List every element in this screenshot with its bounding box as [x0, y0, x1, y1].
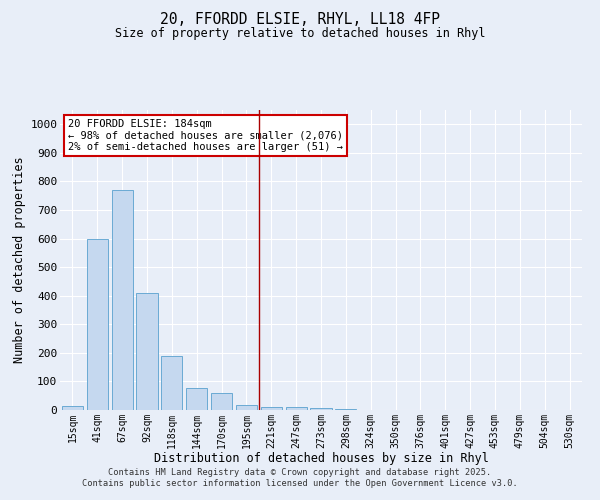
Bar [211, 393, 232, 410]
Bar [310, 408, 332, 410]
Bar [186, 388, 207, 410]
Text: 20, FFORDD ELSIE, RHYL, LL18 4FP: 20, FFORDD ELSIE, RHYL, LL18 4FP [160, 12, 440, 28]
Bar [87, 238, 108, 410]
Bar [286, 407, 307, 410]
Bar [112, 190, 133, 410]
Bar [261, 406, 282, 410]
Y-axis label: Number of detached properties: Number of detached properties [13, 156, 26, 364]
X-axis label: Distribution of detached houses by size in Rhyl: Distribution of detached houses by size … [154, 452, 488, 465]
Bar [335, 408, 356, 410]
Bar [161, 356, 182, 410]
Text: 20 FFORDD ELSIE: 184sqm
← 98% of detached houses are smaller (2,076)
2% of semi-: 20 FFORDD ELSIE: 184sqm ← 98% of detache… [68, 119, 343, 152]
Bar [236, 405, 257, 410]
Bar [62, 406, 83, 410]
Bar [136, 293, 158, 410]
Text: Contains HM Land Registry data © Crown copyright and database right 2025.
Contai: Contains HM Land Registry data © Crown c… [82, 468, 518, 487]
Text: Size of property relative to detached houses in Rhyl: Size of property relative to detached ho… [115, 28, 485, 40]
